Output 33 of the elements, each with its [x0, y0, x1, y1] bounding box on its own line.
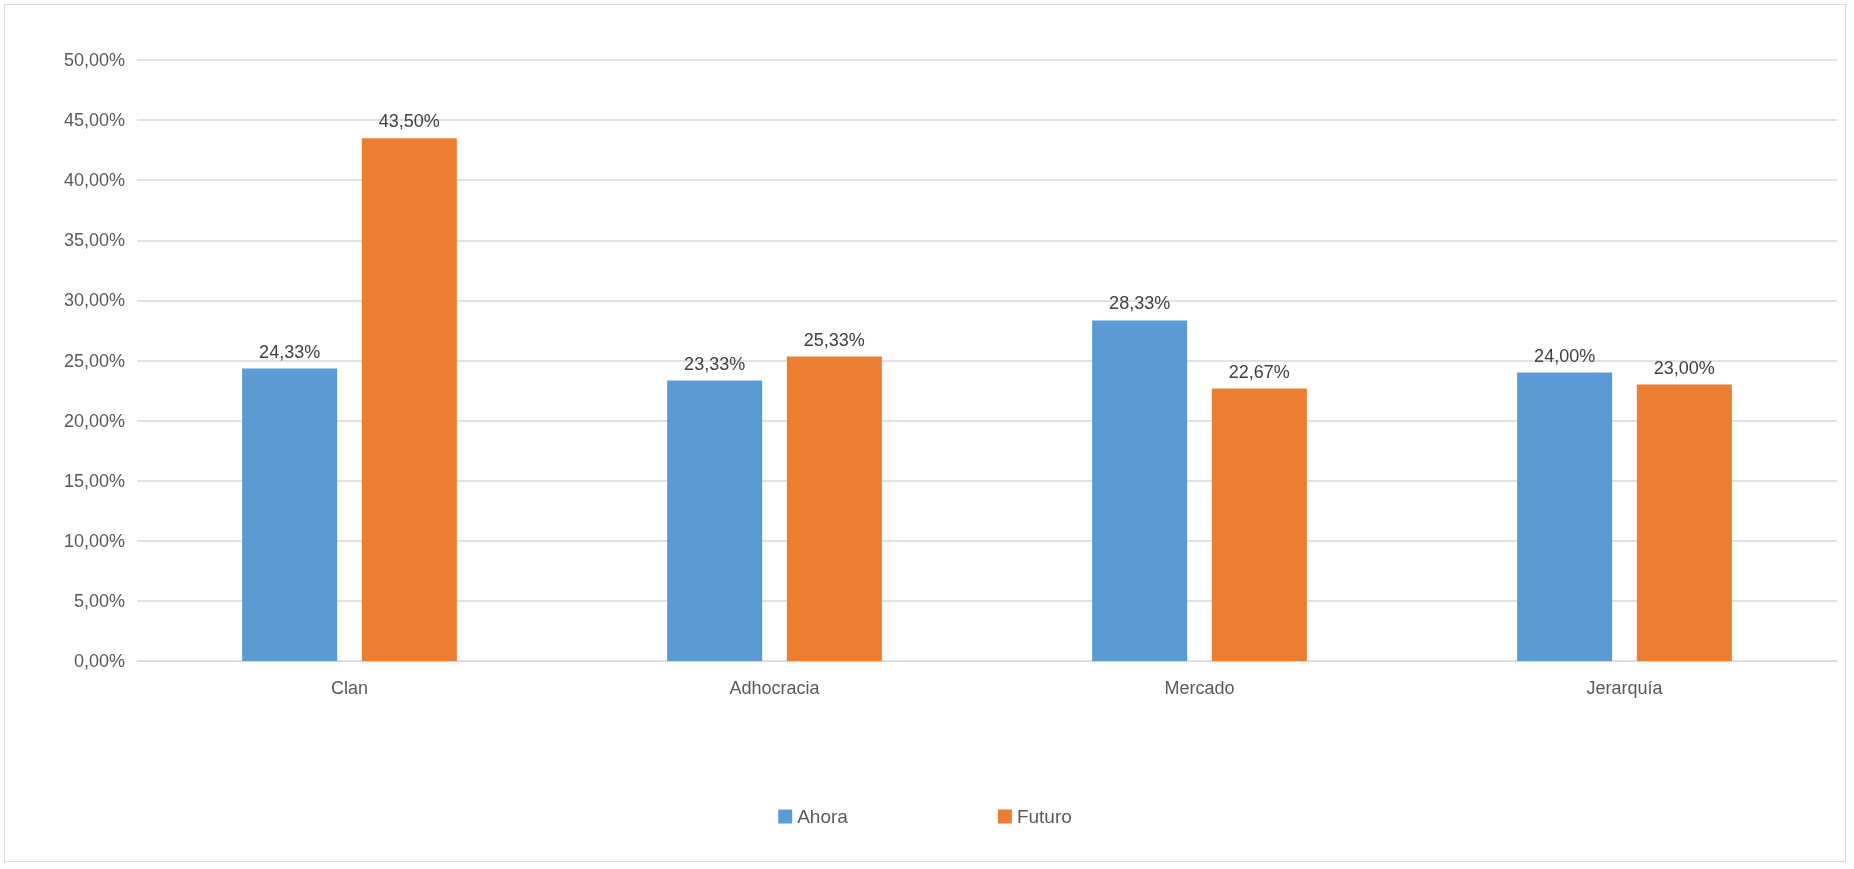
data-label: 23,00% — [1653, 357, 1715, 378]
y-tick-label: 0,00% — [73, 651, 125, 671]
data-label: 43,50% — [378, 111, 440, 132]
bar — [1092, 320, 1188, 661]
legend-label: Ahora — [797, 806, 849, 827]
bar — [786, 356, 882, 661]
bar — [1517, 372, 1613, 661]
y-tick-label: 25,00% — [63, 350, 125, 371]
y-tick-label: 30,00% — [63, 290, 125, 311]
x-tick-label: Mercado — [1164, 678, 1235, 698]
y-tick-label: 45,00% — [63, 110, 125, 131]
bar — [242, 368, 338, 661]
bar — [1211, 388, 1307, 661]
data-label: 23,33% — [684, 353, 746, 374]
data-label: 22,67% — [1228, 361, 1290, 382]
y-tick-label: 5,00% — [73, 590, 125, 611]
bar — [667, 380, 763, 661]
y-tick-label: 20,00% — [63, 410, 125, 431]
data-label: 24,33% — [259, 341, 321, 362]
bar — [361, 138, 457, 661]
x-tick-label: Adhocracia — [729, 678, 821, 698]
data-label: 24,00% — [1534, 345, 1596, 366]
legend-label: Futuro — [1016, 806, 1072, 827]
y-tick-label: 50,00% — [63, 50, 125, 70]
y-tick-label: 15,00% — [63, 470, 125, 491]
x-tick-label: Jerarquía — [1586, 678, 1664, 698]
data-label: 25,33% — [803, 329, 865, 350]
y-tick-label: 40,00% — [63, 170, 125, 191]
x-tick-label: Clan — [330, 678, 369, 698]
y-tick-label: 35,00% — [63, 230, 125, 251]
data-label: 28,33% — [1109, 293, 1171, 314]
bar — [1636, 384, 1732, 661]
y-tick-label: 10,00% — [63, 530, 125, 551]
